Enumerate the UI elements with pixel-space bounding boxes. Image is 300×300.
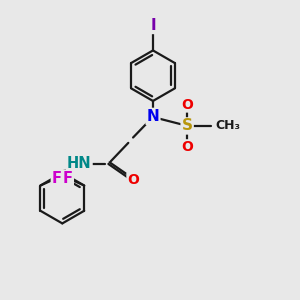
Text: N: N [147, 109, 159, 124]
Text: I: I [150, 18, 156, 33]
Text: S: S [182, 118, 193, 134]
Text: HN: HN [67, 157, 92, 172]
Text: O: O [128, 173, 139, 187]
Text: CH₃: CH₃ [215, 119, 240, 132]
Text: O: O [181, 98, 193, 112]
Text: F: F [63, 171, 73, 186]
Text: O: O [181, 140, 193, 154]
Text: F: F [52, 171, 62, 186]
